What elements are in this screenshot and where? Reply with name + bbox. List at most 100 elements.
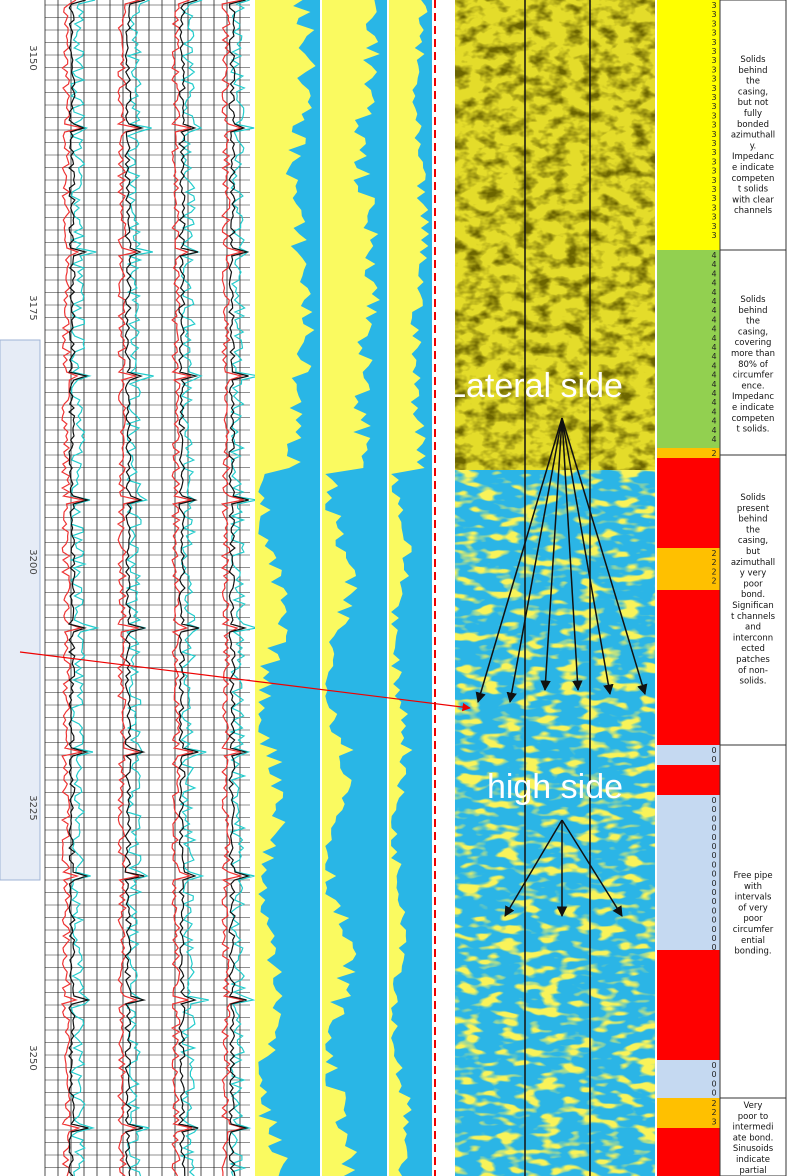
interp-line: covering [735,338,772,348]
code-digit: 0 [711,897,716,906]
interp-line: channels [734,206,773,216]
code-digit: 0 [711,916,716,925]
code-digit: 4 [711,297,716,306]
depth-labels: 3150 3175 3200 3225 3250 [27,45,38,1070]
interp-line: competen [732,174,775,184]
depth-label: 3150 [27,45,38,70]
interp-line: and [745,623,761,633]
code-digit: 0 [711,925,716,934]
code-digit: 2 [711,549,716,558]
image-spots [455,470,655,1176]
interp-line: but not [738,98,769,108]
interp-line: Solids [740,295,766,305]
code-digit: 2 [711,1099,716,1108]
code-zone [657,1060,720,1098]
interp-column [719,0,787,1176]
log-curve [229,0,260,1176]
depth-label: 3250 [27,1045,38,1070]
code-digit: 3 [711,93,716,102]
amp-fill [389,0,430,1176]
interp-line: t solids. [737,425,770,435]
interp-line: t solids [738,185,769,195]
code-digit: 0 [711,943,716,952]
code-zone [657,590,720,745]
code-digit: 3 [711,148,716,157]
code-digit: 3 [711,102,716,111]
interp-line: present [737,504,770,514]
interp-line: ential [741,936,765,946]
interp-line: e indicate [732,403,774,413]
code-digit: 3 [711,139,716,148]
interp-line: bonded [737,120,769,130]
code-digit: 4 [711,288,716,297]
code-digit: 4 [711,398,716,407]
interp-line: y very [740,569,767,579]
interp-line: partial [739,1166,766,1176]
interp-line: poor to [738,1112,769,1122]
code-digit: 3 [711,185,716,194]
code-digit: 4 [711,361,716,370]
code-digit: 3 [711,29,716,38]
log-curve [177,0,199,1176]
code-zone [657,765,720,795]
code-zone [657,1128,720,1176]
side-panel [0,339,41,881]
interp-line: y. [750,141,757,151]
code-digit: 3 [711,213,716,222]
code-digit: 3 [711,194,716,203]
code-digit: 3 [711,222,716,231]
high-arrows [504,819,623,918]
amp-fill [255,0,316,1176]
code-digit: 0 [711,934,716,943]
code-digit: 2 [711,577,716,586]
code-digit: 3 [711,1117,716,1126]
code-digit: 0 [711,796,716,805]
code-digit: 4 [711,251,716,260]
code-digit: 4 [711,315,716,324]
interp-line: bonding. [734,947,771,957]
interp-line: but [746,547,761,557]
interp-line: behind [738,515,767,525]
interp-line: more than [731,349,775,359]
code-digit: 2 [711,567,716,576]
code-digit: 3 [711,176,716,185]
lateral-arrows [475,417,648,704]
interp-line: ate bond. [733,1133,774,1143]
code-zone [657,745,720,765]
log-curve [67,0,91,1176]
depth-label: 3225 [27,795,38,820]
interp-line: the [746,77,760,87]
interp-line: of non- [738,666,768,676]
interp-line: casing, [738,327,768,337]
interp-line: Free pipe [733,871,772,881]
code-column: 3333333333333333333333333344444444444444… [657,0,720,1176]
interp-line: with [744,882,762,892]
interp-line: interconn [733,633,773,643]
image-dividers [524,0,591,1176]
code-digit: 0 [711,879,716,888]
code-digit: 2 [711,449,716,458]
interp-line: competen [732,414,775,424]
pointer-arrow [19,651,471,712]
code-digit: 0 [711,851,716,860]
code-digit: 0 [711,888,716,897]
code-zone [657,1098,720,1128]
code-digit: 3 [711,121,716,130]
curves [60,0,260,1176]
code-digit: 0 [711,1070,716,1079]
code-digit: 4 [711,306,716,315]
log-curve [60,0,84,1176]
code-digit: 4 [711,352,716,361]
code-zone [657,448,720,458]
log-curve [123,0,147,1176]
log-curve [228,0,251,1176]
code-digit: 3 [711,65,716,74]
code-digit: 3 [711,10,716,19]
depth-label: 3200 [27,549,38,574]
code-digit: 0 [711,1061,716,1070]
code-digit: 4 [711,325,716,334]
interp-line: casing, [738,536,768,546]
interp-line: Sinusoids [733,1144,774,1154]
interp-line: poor [743,579,763,589]
interp-line: Solids [740,55,766,65]
